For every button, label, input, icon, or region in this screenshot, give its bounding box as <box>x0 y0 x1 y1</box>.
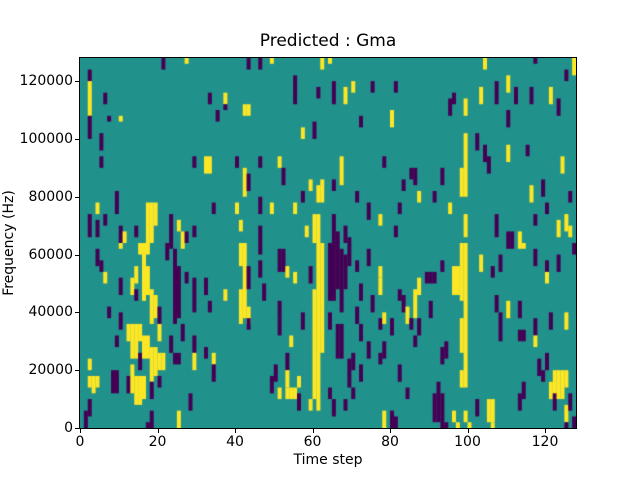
plot-area <box>79 57 577 429</box>
x-tick-label: 80 <box>381 434 399 450</box>
y-tick <box>75 428 79 429</box>
x-tick-label: 0 <box>75 434 85 450</box>
x-tick <box>312 429 314 433</box>
y-tick-label: 20000 <box>28 362 73 379</box>
y-axis-label: Frequency (Hz) <box>1 190 17 296</box>
y-tick-label: 120000 <box>19 73 73 90</box>
x-tick <box>390 429 391 433</box>
y-tick <box>75 370 79 372</box>
x-tick-label: 120 <box>531 434 559 450</box>
y-tick <box>75 312 79 314</box>
y-tick <box>75 138 79 140</box>
x-tick <box>157 429 159 433</box>
heatmap-canvas <box>80 58 576 428</box>
x-axis-label: Time step <box>293 452 363 468</box>
y-tick-label: 100000 <box>19 130 73 147</box>
y-tick-label: 0 <box>64 420 73 436</box>
x-tick-label: 100 <box>454 434 481 450</box>
y-tick-label: 40000 <box>28 304 73 321</box>
y-tick-label: 80000 <box>28 188 73 205</box>
chart-title: Predicted : Gma <box>259 31 397 51</box>
x-tick <box>545 429 546 433</box>
y-tick <box>75 196 79 198</box>
x-tick-label: 40 <box>226 434 244 450</box>
x-tick <box>467 429 469 433</box>
y-tick <box>75 81 79 83</box>
x-tick <box>235 429 236 433</box>
y-tick-label: 60000 <box>28 246 73 263</box>
x-tick <box>80 429 81 433</box>
y-tick <box>75 254 79 256</box>
x-tick-label: 60 <box>303 434 322 450</box>
x-tick-label: 20 <box>148 434 167 450</box>
